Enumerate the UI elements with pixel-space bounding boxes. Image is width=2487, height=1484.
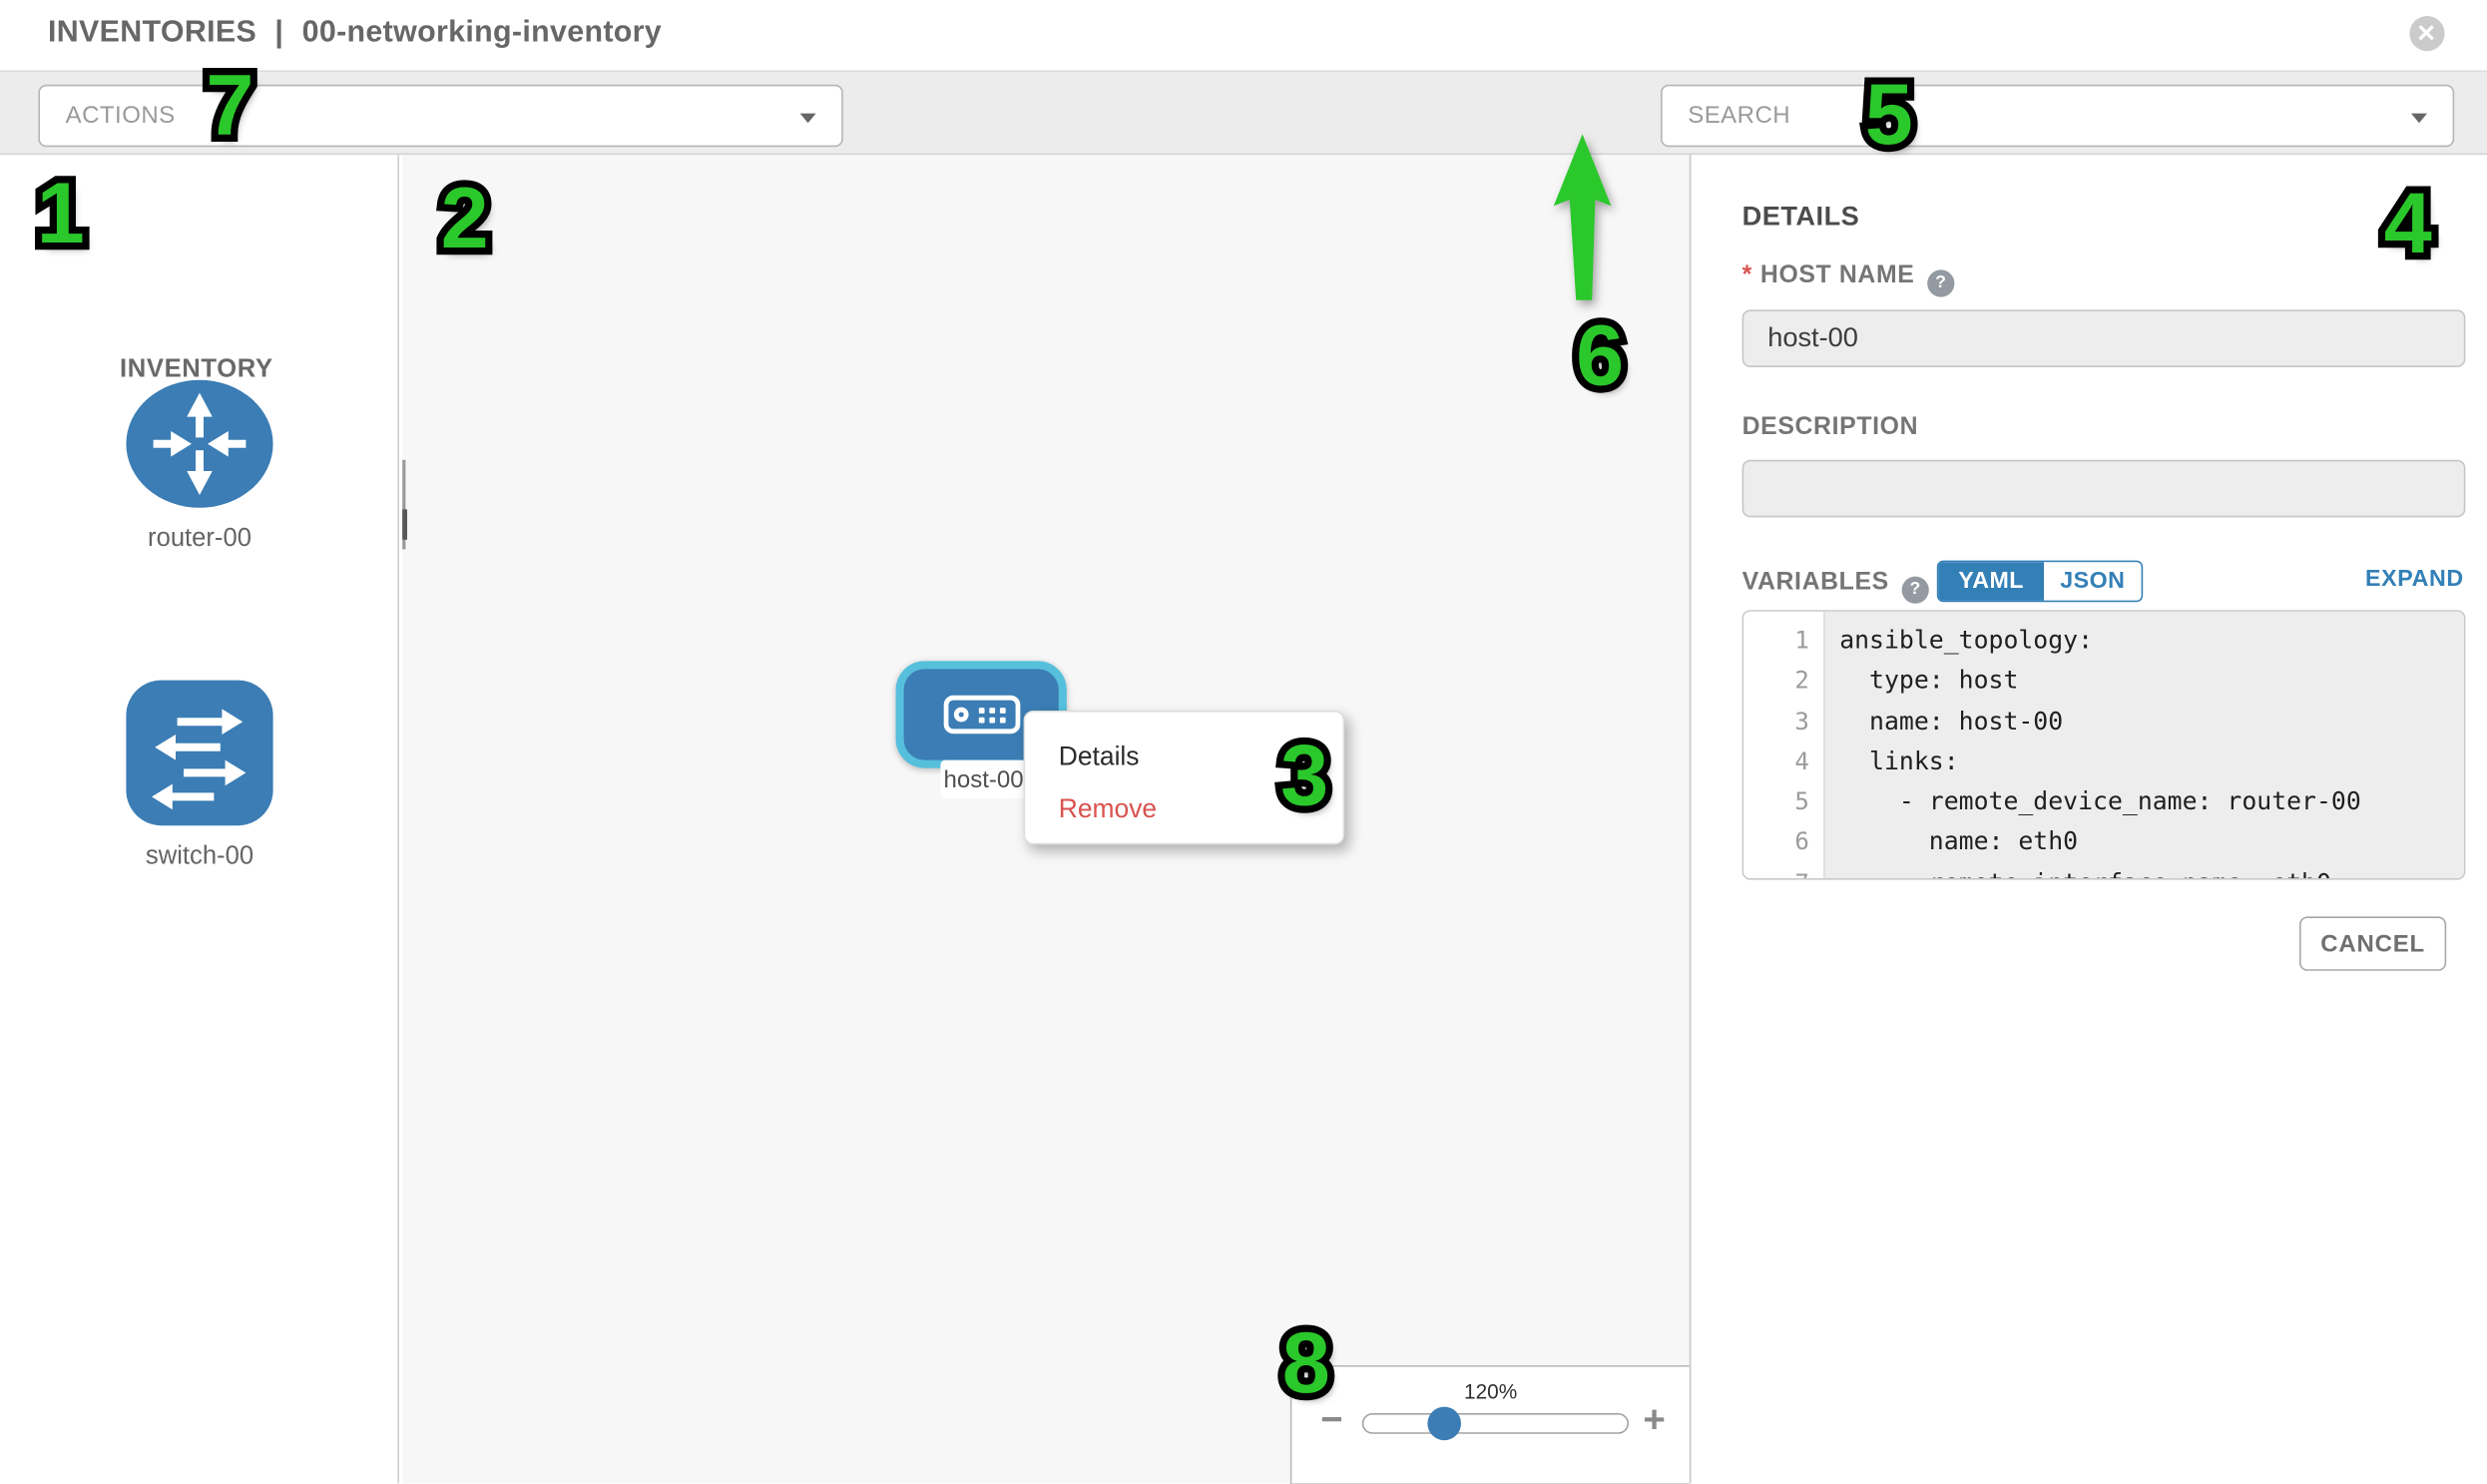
yaml-toggle-button[interactable]: YAML bbox=[1938, 562, 2044, 601]
canvas-edge-mark bbox=[401, 459, 406, 550]
annotation-1: 1 bbox=[37, 171, 85, 256]
breadcrumb-section: INVENTORIES bbox=[48, 16, 257, 50]
actions-dropdown[interactable]: ACTIONS bbox=[38, 84, 843, 148]
zoom-slider-thumb[interactable] bbox=[1427, 1406, 1461, 1441]
description-label: DESCRIPTION bbox=[1741, 413, 1919, 441]
annotation-3: 3 bbox=[1280, 733, 1328, 818]
palette-item-label: switch-00 bbox=[145, 842, 254, 870]
breadcrumb-inventory-name: 00-networking-inventory bbox=[301, 16, 663, 50]
code-line: remote_interface_name: eth0 bbox=[1839, 863, 2464, 878]
zoom-in-button[interactable]: + bbox=[1643, 1398, 1666, 1442]
zoom-level-value: 120% bbox=[1464, 1379, 1518, 1404]
body: INVENTORY router-00 bbox=[0, 155, 2487, 1484]
context-menu-remove[interactable]: Remove bbox=[1058, 794, 1158, 824]
annotation-5: 5 bbox=[1865, 72, 1913, 158]
details-panel-title: DETAILS bbox=[1741, 201, 1860, 232]
switch-icon bbox=[126, 680, 273, 826]
code-line: type: host bbox=[1839, 666, 2019, 696]
annotation-7: 7 bbox=[206, 62, 253, 148]
annotation-2: 2 bbox=[441, 176, 489, 261]
details-panel: DETAILS *HOST NAME? DESCRIPTION VARIABLE… bbox=[1689, 155, 2487, 1484]
toolbar: ACTIONS bbox=[0, 72, 2487, 216]
host-name-input[interactable] bbox=[1741, 309, 2466, 367]
breadcrumb: INVENTORIES | 00-networking-inventory bbox=[48, 16, 672, 51]
variables-editor: 1 2 3 4 5 6 7 ansible_topology: type: ho… bbox=[1741, 610, 2466, 880]
inventory-sidebar: INVENTORY router-00 bbox=[0, 155, 399, 1484]
expand-link[interactable]: EXPAND bbox=[2364, 567, 2464, 593]
editor-code-area[interactable]: ansible_topology: type: host name: host-… bbox=[1824, 611, 2464, 878]
palette-item-router[interactable]: router-00 bbox=[122, 378, 278, 554]
code-line: links: bbox=[1839, 746, 1959, 776]
actions-dropdown-label: ACTIONS bbox=[65, 102, 176, 130]
help-icon[interactable]: ? bbox=[1901, 576, 1929, 604]
palette-item-switch[interactable]: switch-00 bbox=[122, 679, 278, 872]
variables-label: VARIABLES? bbox=[1742, 569, 1929, 604]
json-toggle-button[interactable]: JSON bbox=[2044, 562, 2142, 601]
annotation-4: 4 bbox=[2384, 181, 2432, 266]
annotation-6: 6 bbox=[1576, 313, 1624, 399]
zoom-slider-track[interactable] bbox=[1361, 1413, 1629, 1434]
host-name-label: * HOST NAME? bbox=[1741, 261, 1955, 297]
context-menu-details[interactable]: Details bbox=[1058, 742, 1140, 771]
required-mark: * bbox=[1741, 261, 1752, 289]
breadcrumb-separator: | bbox=[274, 16, 284, 50]
code-line: ansible_topology: bbox=[1839, 626, 2094, 655]
canvas-edge-mark bbox=[401, 509, 407, 540]
palette-item-label: router-00 bbox=[148, 525, 251, 553]
code-line: name: host-00 bbox=[1839, 707, 2064, 736]
host-icon bbox=[942, 695, 1020, 734]
chevron-down-icon bbox=[799, 113, 816, 124]
chevron-down-icon bbox=[2411, 113, 2427, 124]
code-line: name: eth0 bbox=[1839, 827, 2079, 857]
cancel-button[interactable]: CANCEL bbox=[2299, 916, 2447, 971]
search-dropdown-label: SEARCH bbox=[1688, 102, 1791, 130]
topology-canvas[interactable]: host-00 Details Remove 120% − + bbox=[401, 155, 1690, 1484]
help-icon[interactable]: ? bbox=[1927, 269, 1955, 297]
annotation-8: 8 bbox=[1282, 1320, 1330, 1406]
search-dropdown[interactable]: SEARCH bbox=[1661, 84, 2455, 148]
sidebar-title: INVENTORY bbox=[120, 355, 273, 383]
page-header: INVENTORIES | 00-networking-inventory ✕ bbox=[0, 0, 2487, 72]
code-line: - remote_device_name: router-00 bbox=[1839, 787, 2361, 816]
description-input[interactable] bbox=[1741, 459, 2466, 518]
zoom-control: 120% − + bbox=[1289, 1365, 1690, 1484]
close-icon[interactable]: ✕ bbox=[2408, 16, 2444, 52]
host-node-label: host-00 bbox=[940, 759, 1027, 798]
annotation-arrow-icon bbox=[1553, 134, 1612, 300]
editor-gutter: 1 2 3 4 5 6 7 bbox=[1743, 611, 1825, 878]
variables-format-toggle: YAML JSON bbox=[1936, 560, 2144, 603]
router-icon bbox=[126, 379, 273, 508]
